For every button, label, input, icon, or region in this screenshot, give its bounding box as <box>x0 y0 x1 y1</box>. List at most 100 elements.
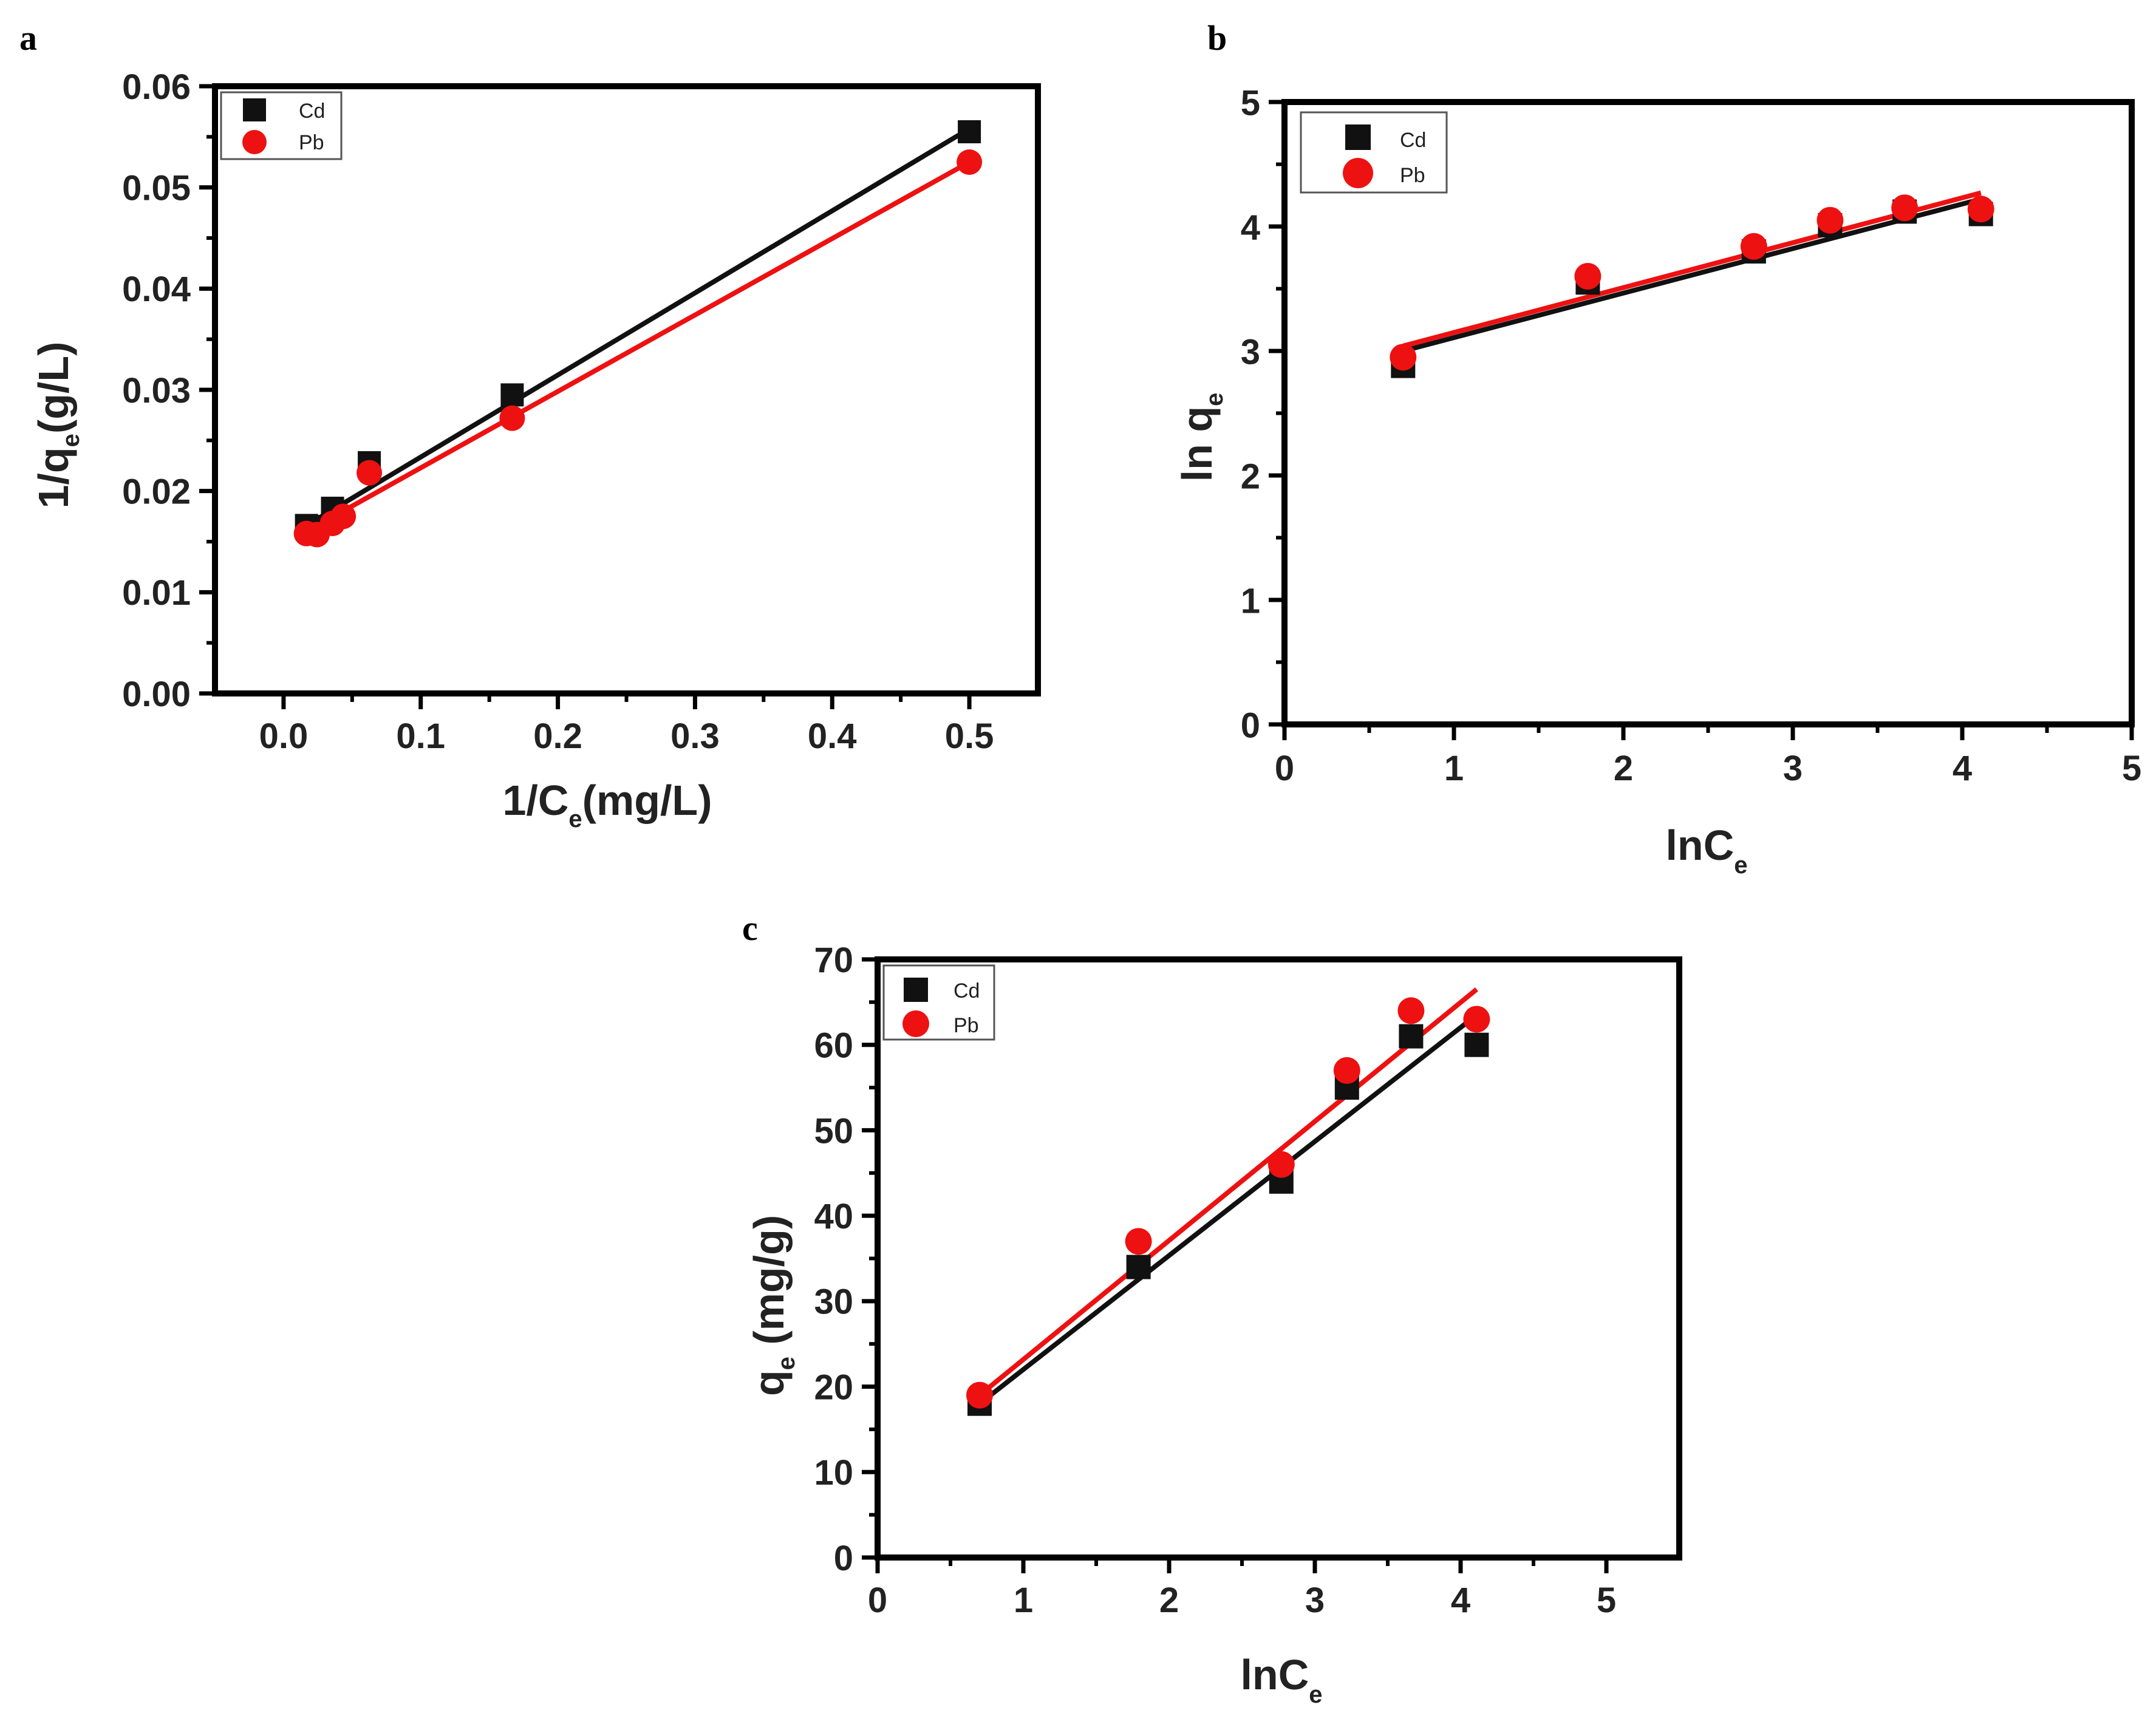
panel-c-y-tick-label-0: 0 <box>834 1539 853 1578</box>
panel-a-legend-pb-marker <box>242 130 267 154</box>
panel-a-y-axis-label: 1/qe(g/L) <box>30 342 84 509</box>
panel-b-pb-point-3 <box>1817 206 1844 234</box>
panel-a-pb-fit-line <box>305 160 971 534</box>
panel-b-x-tick-label-0: 0 <box>1275 749 1294 788</box>
panel-b-y-axis-label: ln qe <box>1173 393 1228 482</box>
panel-a-y-tick-label-2: 0.02 <box>122 472 191 512</box>
panel-c-y-tick-label-7: 70 <box>814 941 853 980</box>
panel-c-x-tick-label-1: 1 <box>1014 1581 1033 1620</box>
panel-c-y-tick-label-6: 60 <box>814 1026 853 1066</box>
panel-c-x-tick-label-0: 0 <box>868 1581 887 1620</box>
panel-c-pb-fit-line <box>978 987 1478 1397</box>
panel-c-y-ticks: 0 10 20 30 40 50 60 70 <box>814 941 878 1578</box>
panel-b-y-tick-label-4: 4 <box>1241 208 1260 248</box>
panel-b-letter: b <box>1207 18 1227 58</box>
panel-c-x-tick-label-3: 3 <box>1305 1581 1325 1620</box>
panel-c-frame <box>875 956 1682 1561</box>
panel-a-pb-point-6 <box>957 149 983 175</box>
panel-c-series-fits <box>978 987 1478 1406</box>
panel-c-pb-point-3 <box>1333 1057 1360 1084</box>
panel-b-legend-pb-label: Pb <box>1400 164 1425 187</box>
panel-a-x-ticks: 0.0 0.1 0.2 0.3 0.4 0.5 <box>259 693 994 756</box>
panel-b-series-points <box>1390 194 1994 378</box>
panel-b-y-tick-label-1: 1 <box>1241 582 1260 621</box>
panel-c-letter: c <box>742 908 758 948</box>
panel-c-legend-pb-label: Pb <box>953 1014 979 1037</box>
panel-a-y-tick-label-3: 0.03 <box>122 371 191 410</box>
panel-a-y-tick-label-1: 0.01 <box>122 573 191 613</box>
panel-a-series-fits <box>305 126 971 534</box>
panel-a-y-ticks: 0.00 0.01 0.02 0.03 0.04 0.05 0.06 <box>122 67 215 714</box>
panel-a-x-tick-label-1: 0.1 <box>396 717 445 756</box>
panel-c-cd-point-1 <box>1126 1255 1151 1279</box>
panel-c-x-tick-label-5: 5 <box>1597 1581 1616 1620</box>
panel-b-legend-cd-label: Cd <box>1400 129 1426 152</box>
panel-b-y-tick-label-0: 0 <box>1241 706 1260 746</box>
panel-a-y-tick-label-4: 0.04 <box>122 270 191 309</box>
panel-b-y-tick-label-3: 3 <box>1241 333 1260 372</box>
panel-c-x-tick-label-4: 4 <box>1451 1581 1470 1620</box>
panel-a-x-tick-label-5: 0.5 <box>945 717 994 756</box>
panel-b-y-ticks: 0 1 2 3 4 5 <box>1241 84 1284 746</box>
panel-a-letter: a <box>19 18 37 58</box>
panel-a-cd-fit-line <box>305 126 971 528</box>
panel-b-pb-point-1 <box>1574 263 1602 290</box>
panel-b-legend-pb-marker <box>1343 158 1373 188</box>
panel-a-frame <box>212 83 1041 696</box>
panel-c-legend-box <box>882 964 995 1041</box>
panel-b-pb-point-5 <box>1967 196 1994 223</box>
panel-b-pb-point-4 <box>1891 194 1919 222</box>
panel-a-x-axis-label: 1/Ce(mg/L) <box>502 777 712 832</box>
panel-a-legend-box <box>220 91 343 160</box>
panel-c-pb-point-1 <box>1125 1228 1152 1255</box>
panel-a: a 0.0 0.1 0.2 0.3 0.4 0.5 0.000.010.020.030.0… <box>19 18 1041 832</box>
panel-c-legend: Cd Pb <box>882 964 995 1041</box>
panel-a-legend-cd-marker <box>243 98 266 121</box>
panel-c-x-ticks: 0 1 2 3 4 5 <box>868 1558 1616 1620</box>
panel-b-legend: Cd Pb <box>1300 111 1448 194</box>
panel-b-x-axis-label: lnCe <box>1665 822 1747 879</box>
panel-c-pb-point-5 <box>1463 1006 1490 1033</box>
panel-a-y-tick-label-5: 0.05 <box>122 169 191 208</box>
panel-b-x-tick-label-5: 5 <box>2122 749 2141 788</box>
panel-a-cd-point-4 <box>500 383 524 407</box>
panel-a-pb-point-4 <box>356 460 383 486</box>
panel-c-legend-cd-label: Cd <box>953 979 980 1003</box>
panel-c-pb-point-2 <box>1267 1151 1295 1178</box>
panel-c-y-axis-label: qe (mg/g) <box>745 1215 800 1396</box>
panel-b-series-fits <box>1402 190 1982 353</box>
panel-c-y-tick-label-1: 10 <box>814 1453 853 1493</box>
panel-c-y-tick-label-2: 20 <box>814 1367 853 1407</box>
panel-b-pb-point-2 <box>1740 233 1767 260</box>
panel-a-x-tick-label-2: 0.2 <box>533 717 582 756</box>
panel-b-x-ticks: 0 1 2 3 4 5 <box>1275 724 2141 788</box>
panel-c-series-points <box>966 997 1490 1416</box>
panel-a-cd-point-5 <box>958 120 981 143</box>
panel-a-legend-cd-label: Cd <box>299 100 325 123</box>
panel-b-pb-fit-line <box>1402 190 1982 349</box>
panel-a-pb-point-5 <box>499 405 525 431</box>
panel-c-cd-point-4 <box>1399 1024 1424 1049</box>
panel-b-legend-cd-marker <box>1345 124 1371 150</box>
panel-a-x-tick-label-3: 0.3 <box>670 717 720 756</box>
panel-c-pb-point-0 <box>966 1381 993 1409</box>
panel-a-series-points <box>293 120 983 548</box>
panel-b: b 0 1 2 3 4 5 0 1 2 3 4 5 lnCe ln qe Cd Pb <box>1173 18 2141 879</box>
panel-b-x-tick-label-4: 4 <box>1953 749 1972 788</box>
panel-b-pb-point-0 <box>1390 344 1417 371</box>
panel-a-legend: Cd Pb <box>220 91 343 160</box>
panel-c-x-axis-label: lnCe <box>1240 1651 1322 1708</box>
panel-b-x-tick-label-1: 1 <box>1444 749 1464 788</box>
panel-a-x-tick-label-4: 0.4 <box>808 717 857 756</box>
panel-c-x-tick-label-2: 2 <box>1159 1581 1179 1620</box>
panel-b-y-tick-label-2: 2 <box>1241 457 1260 497</box>
panel-c-legend-cd-marker <box>904 978 928 1002</box>
panel-a-y-tick-label-0: 0.00 <box>122 675 191 714</box>
panel-a-legend-pb-label: Pb <box>299 131 324 154</box>
panel-b-x-tick-label-3: 3 <box>1783 749 1803 788</box>
panel-c-cd-fit-line <box>978 1013 1478 1406</box>
panel-a-pb-point-3 <box>330 503 356 529</box>
panel-b-legend-box <box>1300 111 1448 194</box>
